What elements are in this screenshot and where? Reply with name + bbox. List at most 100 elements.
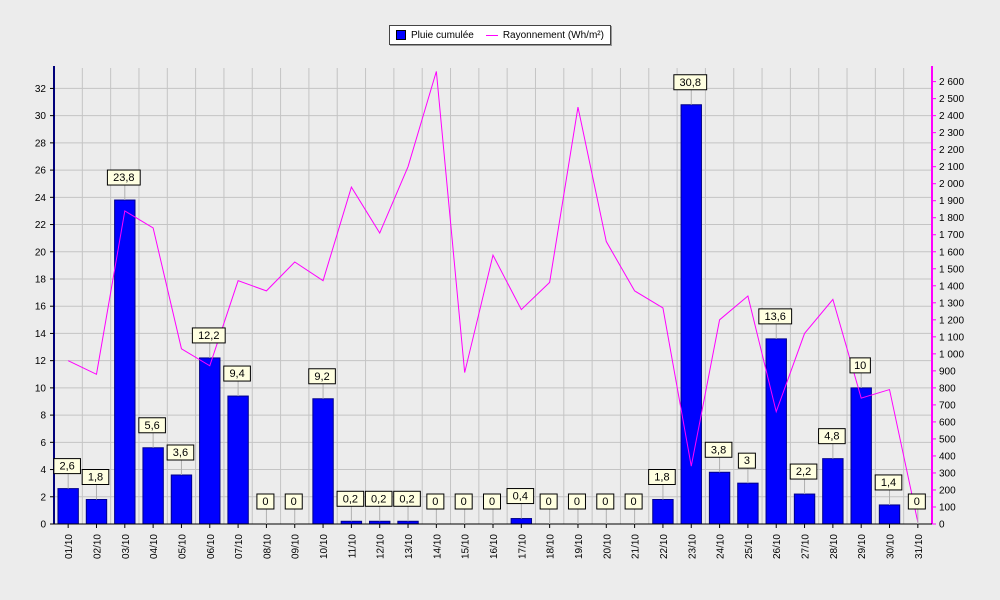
right-tick-label: 900 — [939, 366, 956, 377]
bar-30/10 — [878, 504, 901, 525]
bar-24/10 — [708, 471, 731, 525]
data-label-box — [483, 493, 501, 510]
x-tick-label: 30/10 — [886, 534, 897, 559]
data-label: 13,6 — [765, 311, 786, 323]
data-label: 0 — [262, 496, 268, 508]
legend-bar-swatch — [396, 30, 406, 40]
radiation-line — [67, 71, 919, 523]
x-tick-label: 05/10 — [177, 534, 188, 559]
x-tick-label: 16/10 — [489, 534, 500, 559]
bar-05/10 — [170, 474, 193, 525]
data-label-box — [818, 428, 846, 445]
bar-02/10 — [85, 498, 108, 525]
data-label: 0 — [461, 496, 467, 508]
data-label: 4,8 — [824, 431, 839, 443]
left-tick-label: 6 — [40, 438, 46, 449]
left-tick-label: 12 — [35, 356, 47, 367]
data-label: 2,2 — [796, 466, 811, 478]
x-tick-label: 26/10 — [772, 534, 783, 559]
right-tick-label: 500 — [939, 434, 956, 445]
data-label: 0 — [602, 496, 608, 508]
data-label: 0,2 — [343, 493, 358, 505]
x-tick-label: 24/10 — [716, 534, 727, 559]
right-tick-label: 1 300 — [939, 298, 964, 309]
data-label-box — [284, 493, 303, 510]
right-tick-label: 2 500 — [939, 94, 964, 105]
left-tick-label: 28 — [35, 138, 47, 149]
data-label: 0 — [631, 496, 637, 508]
x-tick-label: 06/10 — [206, 534, 217, 559]
x-tick-label: 01/10 — [64, 534, 75, 559]
right-tick-label: 400 — [939, 451, 956, 462]
left-tick-label: 18 — [35, 274, 47, 285]
data-label-box — [673, 74, 708, 91]
right-tick-label: 1 500 — [939, 264, 964, 275]
right-tick-label: 2 600 — [939, 77, 964, 88]
right-tick-label: 200 — [939, 485, 956, 496]
right-tick-label: 300 — [939, 468, 956, 479]
left-tick-label: 24 — [35, 193, 47, 204]
x-tick-label: 21/10 — [631, 534, 642, 559]
data-label: 3,6 — [173, 447, 188, 459]
data-label-box — [223, 365, 251, 382]
data-label: 5,6 — [144, 420, 159, 432]
data-label: 0 — [914, 496, 920, 508]
left-tick-label: 0 — [40, 520, 46, 531]
legend-line-swatch — [485, 34, 498, 36]
data-label: 0 — [291, 496, 297, 508]
data-label-box — [308, 368, 336, 385]
data-label-box — [426, 493, 445, 510]
data-label-box — [789, 463, 818, 480]
data-label-box — [849, 357, 871, 374]
x-tick-label: 23/10 — [687, 534, 698, 559]
left-tick-label: 30 — [35, 111, 47, 122]
left-tick-label: 20 — [35, 247, 47, 258]
x-tick-label: 22/10 — [659, 534, 670, 559]
data-label-box — [106, 169, 141, 186]
right-tick-label: 2 100 — [939, 162, 964, 173]
bar-03/10 — [114, 199, 136, 525]
data-label-box — [364, 490, 393, 507]
right-tick-label: 700 — [939, 400, 956, 411]
data-label: 0 — [489, 496, 495, 508]
right-tick-label: 600 — [939, 417, 956, 428]
data-label-box — [907, 493, 926, 510]
right-tick-label: 1 000 — [939, 349, 964, 360]
data-label-box — [256, 493, 275, 510]
data-label: 0,2 — [399, 493, 414, 505]
x-tick-label: 13/10 — [404, 534, 415, 559]
right-tick-label: 2 000 — [939, 179, 964, 190]
data-label: 1,8 — [654, 471, 669, 483]
left-tick-label: 32 — [35, 84, 47, 95]
right-tick-label: 1 900 — [939, 196, 964, 207]
right-tick-label: 100 — [939, 502, 956, 513]
data-label: 12,2 — [198, 330, 219, 342]
x-tick-label: 25/10 — [744, 534, 755, 559]
data-label-box — [191, 327, 226, 344]
x-tick-label: 04/10 — [149, 534, 160, 559]
right-tick-label: 2 400 — [939, 111, 964, 122]
left-tick-label: 14 — [35, 329, 47, 340]
data-label: 3,8 — [711, 444, 726, 456]
right-tick-label: 1 200 — [939, 315, 964, 326]
right-tick-label: 800 — [939, 383, 956, 394]
data-label: 30,8 — [680, 77, 701, 89]
x-tick-label: 31/10 — [914, 534, 925, 559]
data-label: 1,4 — [881, 477, 896, 489]
right-tick-label: 1 100 — [939, 332, 964, 343]
data-label-box — [648, 468, 676, 485]
data-label-box — [874, 474, 903, 491]
x-tick-label: 03/10 — [121, 534, 132, 559]
data-label-box — [567, 493, 586, 510]
data-label: 2,6 — [60, 461, 75, 473]
x-tick-label: 14/10 — [432, 534, 443, 559]
x-tick-label: 09/10 — [291, 534, 302, 559]
data-label-box — [166, 444, 195, 461]
x-tick-label: 02/10 — [92, 534, 103, 559]
data-label-box — [737, 452, 756, 469]
x-tick-label: 20/10 — [602, 534, 613, 559]
x-tick-label: 11/10 — [347, 534, 358, 559]
x-tick-label: 18/10 — [546, 534, 557, 559]
data-label-box — [704, 441, 733, 458]
